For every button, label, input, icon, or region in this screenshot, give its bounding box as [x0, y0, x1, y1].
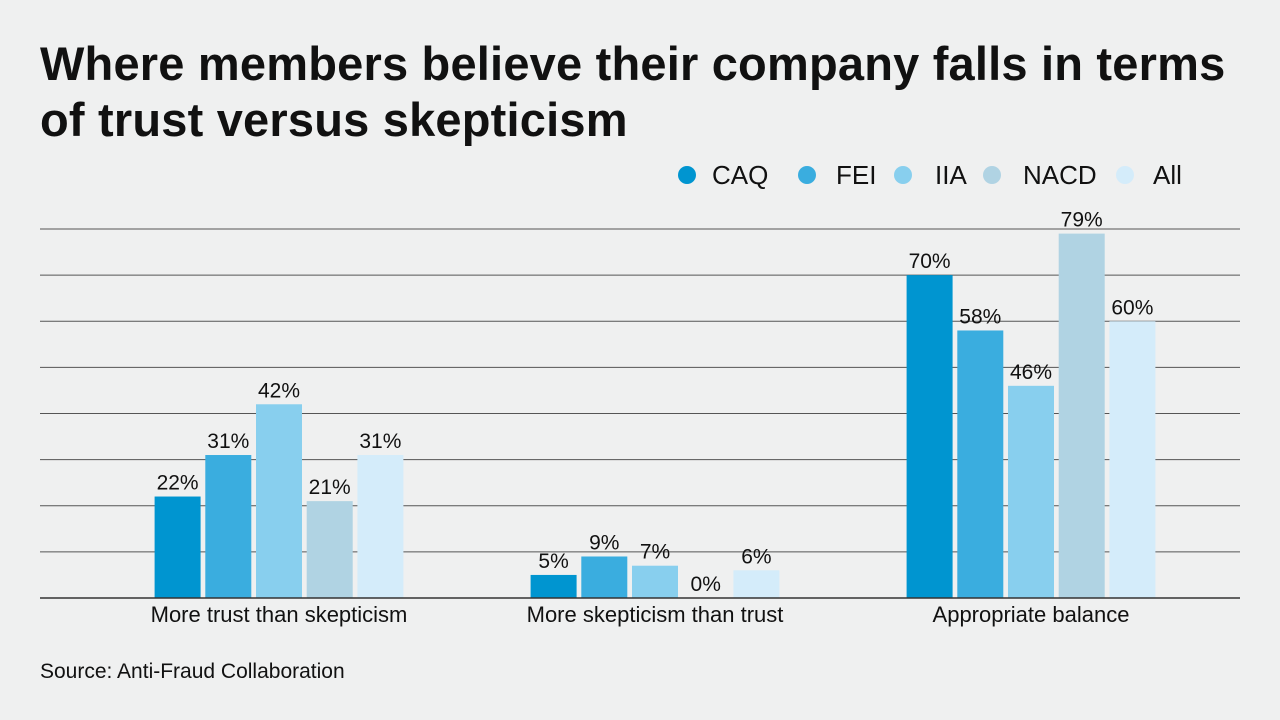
- bar-iia: [256, 404, 302, 598]
- legend-label: All: [1153, 160, 1182, 190]
- bar-all: [1109, 321, 1156, 598]
- data-label: 22%: [157, 472, 199, 495]
- bar-fei: [581, 556, 628, 598]
- data-label: 60%: [1111, 296, 1153, 319]
- legend-marker-nacd: [983, 166, 1001, 184]
- x-tick-label: More trust than skepticism: [151, 602, 408, 627]
- data-label: 31%: [359, 430, 401, 453]
- bar-iia: [1008, 385, 1054, 598]
- data-label: 5%: [538, 550, 568, 573]
- bar-caq: [154, 496, 201, 598]
- data-label: 0%: [691, 573, 721, 596]
- legend-label: NACD: [1023, 160, 1097, 190]
- data-label: 79%: [1061, 209, 1103, 232]
- bar-all: [357, 455, 404, 598]
- data-label: 9%: [589, 531, 619, 554]
- bar-nacd: [306, 501, 353, 598]
- data-label: 70%: [909, 250, 951, 273]
- x-tick-label: More skepticism than trust: [527, 602, 784, 627]
- legend-marker-caq: [678, 166, 696, 184]
- data-label: 58%: [959, 305, 1001, 328]
- legend-marker-all: [1116, 166, 1134, 184]
- bar-caq: [530, 574, 577, 598]
- data-label: 46%: [1010, 361, 1052, 384]
- legend-marker-fei: [798, 166, 816, 184]
- bar-iia: [632, 565, 678, 598]
- bar-all: [733, 570, 780, 598]
- data-label: 31%: [207, 430, 249, 453]
- legend-label: CAQ: [712, 160, 768, 190]
- bar-fei: [957, 330, 1004, 598]
- source-note: Source: Anti-Fraud Collaboration: [40, 660, 345, 683]
- chart-title: Where members believe their company fall…: [40, 37, 1226, 146]
- data-label: 7%: [640, 541, 670, 564]
- bar-caq: [906, 275, 953, 598]
- data-label: 42%: [258, 379, 300, 402]
- data-label: 21%: [309, 476, 351, 499]
- bar-nacd: [1058, 233, 1105, 599]
- legend-label: IIA: [935, 160, 967, 190]
- data-label: 6%: [741, 545, 771, 568]
- legend-label: FEI: [836, 160, 876, 190]
- bar-fei: [205, 455, 252, 598]
- x-tick-label: Appropriate balance: [933, 602, 1130, 627]
- legend-marker-iia: [894, 166, 912, 184]
